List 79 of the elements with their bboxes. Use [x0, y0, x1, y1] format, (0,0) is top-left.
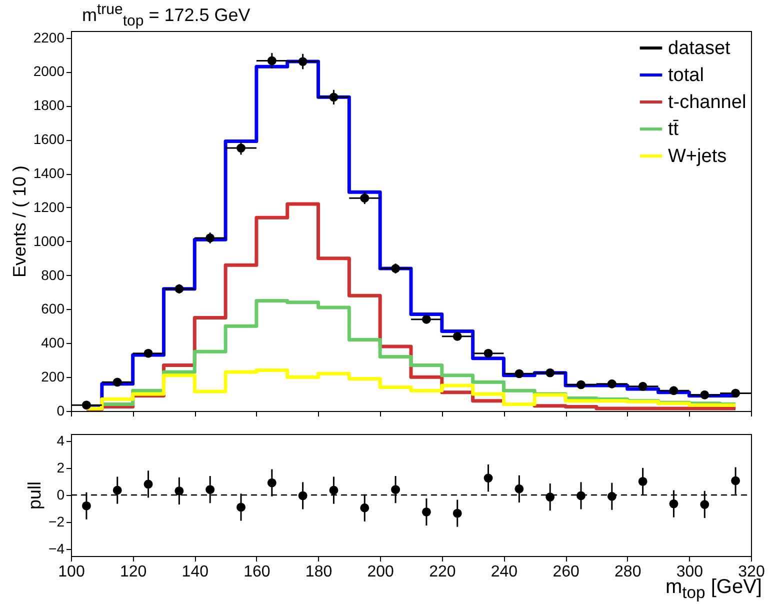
point: [452, 332, 462, 341]
point: [298, 491, 308, 500]
point: [206, 234, 215, 242]
point: [484, 348, 493, 358]
y-tick-label: 200: [41, 368, 65, 385]
point: [82, 501, 91, 510]
x-tick-label: 120: [120, 564, 147, 580]
point: [267, 478, 276, 488]
point: [422, 507, 431, 516]
point: [514, 484, 524, 494]
y-tick-label: 4: [56, 432, 65, 448]
y-tick-label: 1400: [33, 165, 65, 181]
point: [144, 348, 153, 358]
point: [452, 508, 462, 518]
x-tick-label: 100: [58, 564, 85, 580]
point: [236, 502, 246, 512]
point: [174, 486, 184, 496]
point: [360, 194, 370, 203]
x-tick-label: 180: [305, 564, 332, 580]
point: [731, 388, 740, 398]
point: [669, 499, 678, 508]
legend-label: W+jets: [668, 146, 727, 167]
legend-label: t-channel: [668, 92, 746, 113]
y-tick-label: 1200: [33, 198, 65, 215]
point: [422, 314, 431, 324]
y-tick-label: 2200: [33, 29, 65, 46]
y-tick-label: 800: [41, 266, 65, 283]
x-tick-label: 240: [490, 564, 518, 580]
y-tick-label: 0: [56, 402, 65, 418]
point: [391, 264, 400, 273]
point: [669, 386, 678, 396]
y-tick-label: 400: [41, 334, 65, 351]
y-tick-label: 2000: [33, 63, 65, 80]
point: [700, 390, 710, 400]
point: [329, 92, 338, 102]
point: [607, 379, 616, 388]
y-tick-label: 2: [56, 459, 65, 476]
y-tick-label: −4: [48, 540, 65, 557]
chart-title: m$^{true}$$_{top}$ = 172.5 GeV: [82, 0, 250, 32]
point: [144, 480, 153, 489]
x-tick-label: 280: [614, 564, 642, 580]
point: [700, 500, 710, 509]
y-tick-label: −2: [48, 514, 65, 530]
y-tick-label: 1800: [33, 97, 65, 114]
point: [576, 380, 586, 390]
point: [112, 378, 122, 387]
point: [391, 485, 400, 494]
point: [236, 144, 246, 153]
point: [546, 492, 555, 502]
legend-label: dataset: [668, 38, 732, 59]
point: [174, 284, 184, 294]
point: [82, 400, 91, 410]
point: [267, 56, 276, 66]
point: [298, 57, 308, 66]
y-axis-title: pull: [24, 481, 45, 510]
x-tick-label: 260: [552, 564, 580, 580]
y-axis-title: Events / ( 10 ): [9, 165, 30, 278]
x-tick-label: 200: [367, 564, 394, 580]
point: [607, 492, 616, 501]
point: [576, 491, 586, 500]
point: [484, 474, 493, 483]
y-tick-label: 600: [41, 300, 65, 317]
point: [731, 476, 740, 486]
point: [329, 486, 338, 495]
x-tick-label: 140: [182, 564, 209, 580]
x-tick-label: 160: [244, 564, 270, 580]
legend-label: total: [668, 65, 704, 86]
point: [514, 369, 524, 378]
point: [360, 503, 370, 512]
point: [638, 382, 648, 391]
x-tick-label: 220: [429, 564, 456, 580]
y-tick-label: 1000: [33, 232, 65, 249]
point: [638, 476, 648, 486]
point: [112, 486, 122, 495]
point: [206, 485, 215, 494]
y-tick-label: 0: [56, 486, 65, 502]
y-tick-label: 1600: [33, 131, 65, 148]
legend-label: tt̄: [668, 119, 680, 140]
point: [546, 368, 555, 378]
